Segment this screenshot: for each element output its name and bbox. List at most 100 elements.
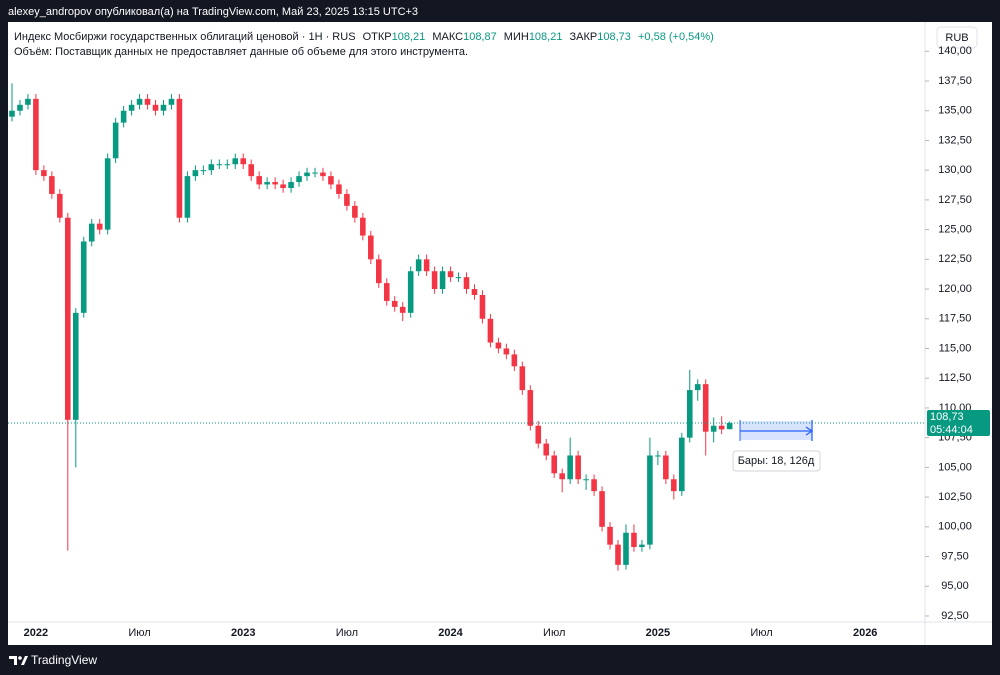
candle-body [686,390,693,438]
candle-body [471,289,478,295]
candle-body [65,217,71,420]
legend-low-label: МИН [504,31,529,43]
measure-label: Бары: 18, 126д [738,455,815,467]
candle-body [41,170,47,177]
candle-body [352,205,358,218]
candle-body [136,98,143,105]
logo-dot [18,656,22,660]
y-tick-label: 120,00 [938,283,972,295]
candle-body [344,193,350,206]
candle-body [200,170,207,172]
x-tick-label: 2022 [24,627,48,639]
candle-body [80,241,87,313]
candle-body [535,425,542,444]
candle-body [328,176,334,185]
candle-body [248,164,254,177]
candle-body [599,491,605,527]
candle-body [615,544,621,565]
candle-body [216,164,223,166]
candle-body [655,455,661,457]
candle-body [88,223,95,242]
logo-slash [21,656,28,665]
y-tick-label: 137,50 [938,75,972,87]
y-tick-label: 135,00 [938,105,972,117]
candle-body [423,259,430,272]
candle-body [288,182,294,189]
brand-logo [9,656,28,665]
candle-body [479,294,486,319]
x-tick-label: 2024 [438,627,463,639]
candle-body [415,259,422,272]
candle-body [25,98,31,105]
x-tick-label: Июл [750,627,772,639]
y-tick-label: 102,50 [938,491,972,503]
candle-body [17,104,23,111]
candle-body [280,184,286,189]
legend-high: 108,87 [463,31,497,43]
candle-body [192,170,199,177]
x-tick-label: Июл [128,627,150,639]
y-tick-label: 122,50 [938,253,972,265]
last-price-label: 108,73 [930,411,964,423]
last-price-box [927,410,990,437]
candle-body [168,98,175,105]
candle-body [551,455,558,474]
candle-body [718,425,725,430]
x-tick-label: 2026 [853,627,877,639]
candle-body [360,217,366,236]
candle-body [463,277,470,290]
x-tick-label: Июл [543,627,565,639]
chart-title: Индекс Мосбиржи государственных облигаци… [14,31,356,43]
candle-body [583,479,589,481]
candle-body [336,184,342,194]
x-tick-label: 2025 [646,627,670,639]
candle-body [272,182,278,185]
chart-background [8,22,992,645]
candle-body [647,455,653,545]
candle-body [710,425,717,432]
y-tick-label: 97,50 [941,550,969,562]
candle-body [128,104,135,111]
candle-body [559,473,565,480]
candle-body [495,342,502,349]
legend-close-label: ЗАКР [570,31,598,43]
candle-body [368,235,374,260]
candle-body [256,176,262,185]
y-tick-label: 117,50 [939,313,972,325]
y-tick-label: 112,50 [939,372,972,384]
candle-body [543,443,550,456]
candle-body [33,98,39,171]
candle-body [726,423,733,430]
candle-body [447,271,454,278]
legend-low: 108,21 [529,31,563,43]
candle-body [208,164,215,171]
candle-body [160,104,167,111]
candle-body [431,271,438,290]
candle-body [49,176,55,194]
currency-label[interactable]: RUB [945,32,968,44]
candle-body [663,455,669,480]
y-tick-label: 95,00 [941,580,969,592]
y-tick-label: 105,00 [938,461,972,473]
candle-body [383,283,390,301]
candle-body [112,122,119,159]
candle-body [176,98,183,218]
candle-body [567,455,573,480]
candle-body [72,312,79,420]
candle-body [399,306,406,313]
legend-change: +0,58 (+0,54%) [638,31,714,43]
candle-body [312,172,318,174]
publisher-line: alexey_andropov опубликовал(а) на Tradin… [8,6,418,18]
y-tick-label: 127,50 [938,194,972,206]
currency-button[interactable] [936,26,978,49]
legend-high-label: МАКС [432,31,463,43]
candle-body [623,532,629,565]
candle-body [503,348,510,355]
candle-body [320,172,326,177]
candle-body [375,259,382,284]
candle-body [120,110,127,123]
measure-tool: Бары: 18, 126д [732,420,821,472]
plot-area [8,83,925,571]
candle-body [702,384,709,432]
